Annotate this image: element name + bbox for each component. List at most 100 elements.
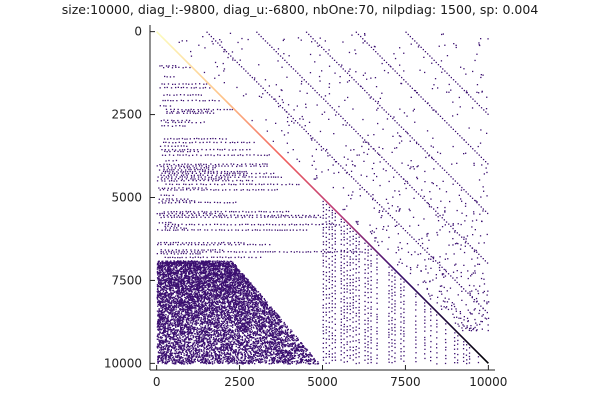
nonzero-entry [299,360,301,363]
nonzero-entry [264,327,266,329]
nonzero-entry [204,335,206,337]
nonzero-entry [258,310,260,313]
nonzero-entry [235,356,238,358]
nonzero-entry [287,331,289,333]
nonzero-entry [213,326,216,328]
nonzero-entry [161,274,163,276]
nonzero-entry [241,308,243,311]
nonzero-entry [220,325,223,327]
nonzero-entry [192,297,194,299]
nonzero-entry [239,330,241,332]
nonzero-entry [221,327,224,329]
nonzero-entry [202,279,204,281]
nonzero-entry [161,348,163,350]
nonzero-entry [211,318,213,320]
nonzero-entry [247,282,249,284]
nonzero-entry [219,347,221,349]
nonzero-entry [266,301,268,303]
nonzero-entry [169,323,171,325]
nonzero-entry [251,356,253,358]
nonzero-entry [216,280,218,282]
nonzero-entry [261,317,263,320]
nonzero-entry [224,340,226,343]
nonzero-entry [193,293,195,295]
nonzero-entry [260,356,262,358]
nonzero-entry [187,314,190,316]
nonzero-entry [216,301,219,304]
nonzero-entry [217,301,219,303]
nonzero-entry [236,279,238,282]
nonzero-entry [202,304,204,306]
nonzero-entry [159,328,161,330]
nonzero-entry [251,316,253,318]
nonzero-entry [161,299,163,301]
nonzero-entry [167,282,169,284]
nonzero-entry [196,278,198,281]
nonzero-entry [215,337,217,339]
nonzero-entry [157,336,159,338]
nonzero-entry [227,344,229,347]
nonzero-entry [217,306,220,308]
nonzero-entry [168,359,170,361]
nonzero-entry [232,279,234,281]
nonzero-entry [217,361,219,363]
nonzero-entry [192,343,194,345]
nonzero-entry [209,262,211,264]
nonzero-entry [160,289,162,291]
nonzero-entry [179,361,181,363]
nonzero-entry [189,264,191,266]
nonzero-entry [235,349,237,352]
nonzero-entry [226,343,228,346]
nonzero-entry [185,271,187,273]
nonzero-entry [240,359,242,362]
nonzero-entry [158,268,160,270]
nonzero-entry [238,339,240,342]
nonzero-entry [235,334,237,336]
nonzero-entry [250,361,253,363]
nonzero-entry [171,270,173,272]
nonzero-entry [227,289,229,291]
nonzero-entry [236,295,238,297]
nonzero-entry [168,297,170,299]
nonzero-entry [258,341,260,343]
nonzero-entry [222,293,224,295]
nonzero-entry [220,268,222,270]
nonzero-entry [275,348,277,350]
nonzero-entry [222,329,224,331]
nonzero-entry [189,320,192,322]
nonzero-entry [268,360,270,362]
nonzero-entry [211,328,213,330]
nonzero-entry [243,288,245,290]
nonzero-entry [270,333,272,335]
nonzero-entry [274,353,276,355]
nonzero-entry [166,322,168,324]
nonzero-entry [259,347,262,349]
nonzero-entry [170,297,172,299]
nonzero-entry [186,286,188,288]
nonzero-entry [277,333,279,335]
nonzero-entry [264,318,266,320]
nonzero-entry [275,353,278,356]
nonzero-entry [195,293,197,296]
nonzero-entry [186,333,188,335]
nonzero-entry [182,363,185,365]
nonzero-entry [304,356,306,358]
nonzero-entry [158,309,160,311]
nonzero-entry [285,344,287,346]
nonzero-entry [198,295,200,297]
nonzero-entry [268,310,270,312]
nonzero-entry [206,270,208,272]
nonzero-entry [214,264,216,266]
nonzero-entry [251,318,254,321]
nonzero-entry [234,319,236,322]
nonzero-entry [255,345,257,348]
nonzero-entry [246,277,248,280]
nonzero-entry [209,356,211,358]
nonzero-entry [233,309,235,311]
nonzero-entry [235,345,237,348]
nonzero-entry [226,308,228,311]
nonzero-entry [157,278,159,280]
nonzero-entry [205,308,207,310]
nonzero-entry [244,281,246,283]
nonzero-entry [243,311,245,314]
